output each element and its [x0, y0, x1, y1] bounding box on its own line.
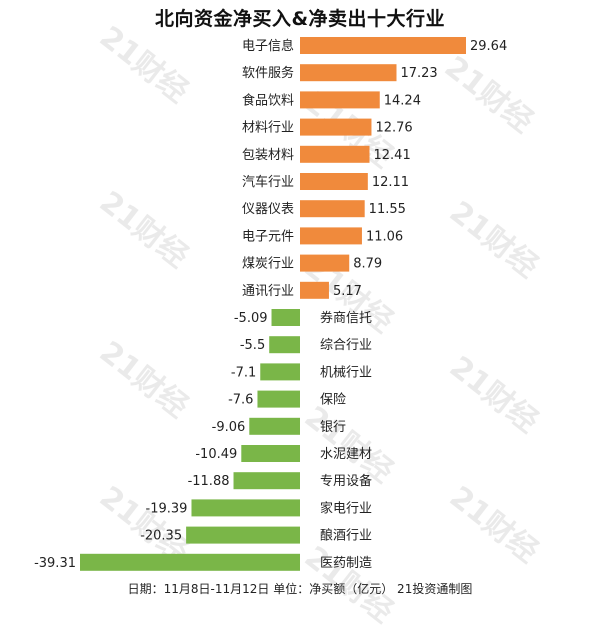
bar-食品饮料 [300, 91, 380, 109]
value-label: 17.23 [400, 66, 437, 81]
bar-水泥建材 [241, 445, 300, 462]
category-label: 券商信托 [320, 310, 372, 326]
value-label: -11.88 [188, 474, 230, 489]
category-label: 保险 [320, 393, 346, 408]
value-label: -10.49 [195, 447, 237, 462]
value-label: -20.35 [140, 529, 182, 544]
bar-家电行业 [191, 499, 300, 517]
category-label: 材料行业 [242, 121, 294, 136]
bar-酿酒行业 [186, 526, 300, 544]
bar-包装材料 [300, 145, 370, 163]
value-label: -39.31 [34, 556, 76, 571]
category-label: 食品饮料 [242, 92, 294, 108]
category-label: 煤炭行业 [242, 257, 294, 272]
bar-电子元件 [300, 227, 362, 245]
category-label: 机械行业 [320, 365, 372, 380]
category-label: 电子元件 [242, 229, 294, 244]
bar-仪器仪表 [300, 200, 365, 218]
value-label: -5.09 [234, 311, 268, 326]
bar-电子信息 [300, 37, 466, 54]
value-label: -9.06 [212, 420, 246, 435]
value-label: -7.1 [231, 365, 256, 380]
bar-券商信托 [271, 309, 300, 326]
category-label: 包装材料 [242, 148, 294, 163]
bar-银行 [249, 417, 300, 435]
category-label: 医药制造 [320, 556, 372, 571]
value-label: 11.55 [369, 202, 406, 217]
chart-title: 北向资金净买入&净卖出十大行业 [154, 8, 446, 30]
value-label: 29.64 [470, 39, 507, 54]
category-label: 通讯行业 [242, 284, 294, 299]
bar-医药制造 [80, 553, 300, 571]
bar-软件服务 [300, 64, 397, 82]
bar-chart: 电子信息 29.64 软件服务 17.23 食品饮料 14.24 材料行业 12.76 包装材料… [34, 37, 507, 571]
bar-综合行业 [269, 336, 300, 354]
category-label: 水泥建材 [320, 447, 372, 462]
category-label: 仪器仪表 [242, 202, 294, 217]
category-label: 银行 [320, 420, 346, 435]
category-label: 家电行业 [320, 500, 372, 516]
value-label: 8.79 [353, 257, 382, 272]
bar-通讯行业 [300, 281, 329, 299]
category-label: 软件服务 [242, 65, 294, 81]
category-label: 专用设备 [320, 473, 372, 489]
category-label: 汽车行业 [242, 174, 294, 190]
bar-专用设备 [233, 472, 300, 490]
value-label: -5.5 [240, 338, 265, 353]
value-label: -19.39 [146, 501, 188, 516]
value-label: -7.6 [228, 393, 253, 408]
bar-保险 [257, 390, 300, 408]
value-label: 11.06 [366, 229, 403, 244]
bar-煤炭行业 [300, 254, 350, 272]
bar-材料行业 [300, 118, 372, 136]
value-label: 5.17 [333, 284, 362, 299]
bar-机械行业 [260, 363, 300, 381]
value-label: 14.24 [384, 93, 421, 108]
bar-汽车行业 [300, 173, 368, 190]
category-label: 酿酒行业 [320, 528, 372, 544]
value-label: 12.41 [374, 148, 411, 163]
category-label: 综合行业 [320, 338, 372, 353]
chart-footer: 日期：11月8日-11月12日 单位：净买额（亿元） 21投资通制图 [127, 582, 473, 596]
value-label: 12.11 [372, 175, 409, 190]
value-label: 12.76 [375, 121, 412, 136]
category-label: 电子信息 [242, 38, 294, 54]
